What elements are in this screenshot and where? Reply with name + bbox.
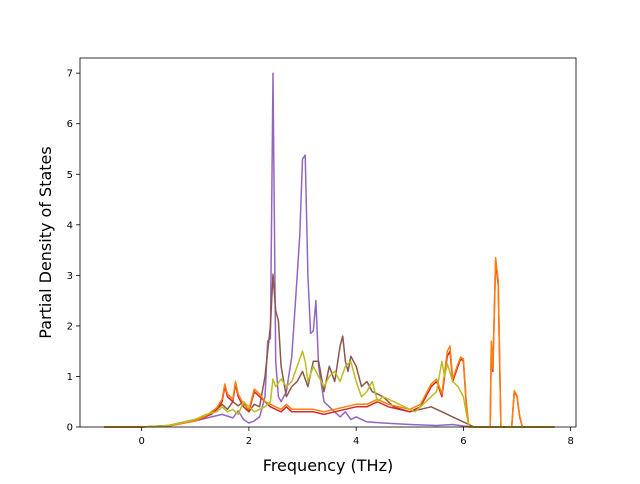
y-tick-label: 4 <box>67 220 73 231</box>
x-tick-label: 0 <box>138 436 144 447</box>
y-tick-label: 7 <box>67 69 73 80</box>
series-layer <box>104 72 555 428</box>
y-tick-label: 0 <box>67 423 73 434</box>
x-tick-label: 4 <box>353 436 359 447</box>
series-line-1 <box>104 72 555 428</box>
y-tick-label: 6 <box>67 119 73 130</box>
series-line-2 <box>104 273 555 428</box>
y-tick-label: 5 <box>67 170 73 181</box>
y-tick-label: 3 <box>67 271 73 282</box>
series-line-3 <box>104 259 555 428</box>
plot-frame <box>79 57 577 428</box>
series-line-4 <box>104 256 555 428</box>
x-tick-label: 6 <box>460 436 466 447</box>
y-axis-label: Partial Density of States <box>36 146 55 338</box>
x-tick-label: 2 <box>246 436 252 447</box>
y-tick-label: 1 <box>67 372 73 383</box>
series-line-5 <box>104 350 555 428</box>
ticks-layer: 0 2 4 6 8 0 1 2 3 4 5 6 7 <box>67 69 574 447</box>
x-tick-label: 8 <box>567 436 573 447</box>
x-axis-label: Frequency (THz) <box>263 456 393 475</box>
y-tick-label: 2 <box>67 321 73 332</box>
